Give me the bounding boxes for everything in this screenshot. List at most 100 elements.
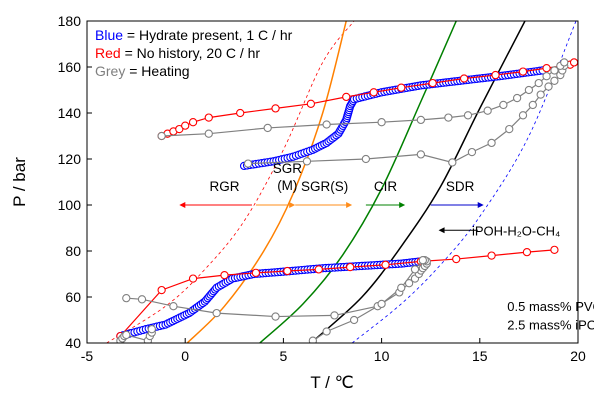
series-2-point	[444, 113, 453, 122]
series-1-point	[346, 262, 355, 272]
series-1-point	[459, 74, 469, 83]
series-1-point	[381, 260, 390, 269]
legend-key: Red	[95, 45, 121, 61]
y-tick-label: 40	[65, 335, 81, 351]
annotation-arrow-head	[438, 227, 445, 234]
series-2-point	[122, 293, 131, 303]
region-label: SDR	[446, 179, 475, 194]
series-2-point	[349, 315, 359, 325]
y-tick-label: 120	[58, 151, 82, 167]
series-2-point	[147, 325, 156, 334]
series-2-point	[467, 147, 477, 157]
series-2-point	[322, 327, 331, 336]
series-1-point	[542, 64, 551, 73]
boundary-black	[310, 21, 526, 343]
series-2-point	[122, 330, 131, 340]
series-1-point	[236, 108, 245, 118]
annotation-text: 2.5 mass% iPOH	[507, 318, 594, 333]
series-2-point	[416, 150, 426, 159]
series-2-point	[397, 283, 406, 292]
region-arrow-head	[399, 202, 406, 208]
series-2-point	[308, 336, 318, 343]
y-tick-label: 60	[65, 289, 81, 305]
series-2-point	[512, 93, 522, 103]
x-tick-label: 10	[374, 348, 390, 364]
y-tick-label: 180	[58, 13, 82, 29]
x-tick-label: 5	[280, 348, 288, 364]
series-2-point	[404, 279, 414, 288]
region-label: CIR	[374, 179, 398, 194]
region-arrow-head	[289, 202, 296, 208]
plot-frame	[86, 20, 579, 344]
series-2-point	[518, 111, 528, 120]
series-2-point	[542, 72, 551, 81]
series-2-point	[212, 308, 221, 318]
data-series	[116, 58, 578, 343]
y-tick-label: 100	[58, 197, 82, 213]
series-2-point	[330, 311, 339, 320]
boundary-red-dashed	[106, 21, 355, 343]
series-2-point	[550, 66, 559, 75]
series-2-point	[560, 58, 569, 67]
series-1-point	[157, 285, 166, 295]
series-2-point	[410, 265, 420, 274]
series-1-point	[251, 268, 261, 277]
annotation-text: 0.5 mass% PVCap	[507, 299, 594, 314]
x-axis-label: T / ℃	[310, 373, 353, 392]
series-2-point	[550, 76, 559, 85]
series-1-point	[428, 78, 437, 88]
series-1-point	[283, 266, 292, 276]
region-label: RGR	[209, 179, 239, 194]
series-1-point	[188, 274, 198, 283]
x-tick-label: -5	[81, 348, 94, 364]
region-label: SGR(S)	[301, 179, 348, 194]
series-1-point	[487, 251, 496, 260]
series-2-point	[448, 158, 457, 167]
series-2-point	[137, 295, 147, 304]
y-axis-label: P / bar	[10, 157, 29, 207]
series-1-point	[181, 121, 190, 130]
series-2-point	[302, 157, 312, 166]
region-label: (M)	[277, 178, 297, 193]
y-tick-label: 80	[65, 243, 81, 259]
series-2-point	[416, 115, 426, 125]
series-2-point	[157, 131, 166, 141]
series-2-point	[499, 100, 508, 110]
legend-text: = Hydrate present, 1 C / hr	[123, 27, 293, 43]
x-tick-label: 20	[570, 348, 586, 364]
series-2-point	[487, 138, 496, 148]
annotations: iPOH-H₂O-CH₄ 0.5 mass% PVCap 2.5 mass% iPO…	[438, 223, 594, 333]
series-1-point	[491, 70, 500, 80]
annotation-text: iPOH-H₂O-CH₄	[472, 223, 560, 238]
series-2-point	[524, 85, 534, 95]
legend-key: Blue	[95, 27, 123, 43]
series-2-point	[169, 302, 178, 311]
series-1-point	[518, 67, 528, 76]
series-1-point	[397, 83, 406, 92]
legend-entry: Blue = Hydrate present, 1 C / hr	[95, 27, 293, 43]
series-2-point	[271, 312, 280, 321]
series-2-point	[418, 256, 427, 265]
series-2-point	[204, 129, 213, 138]
series-2-point	[377, 118, 386, 127]
series-2-point	[536, 90, 545, 99]
y-tick-label: 140	[58, 105, 82, 121]
series-1-point	[342, 92, 351, 102]
series-2-point	[528, 100, 537, 110]
series-1-point	[452, 254, 461, 264]
region-arrow-head	[179, 202, 186, 208]
series-1-line-0	[119, 249, 555, 337]
x-tick-label: 0	[181, 348, 189, 364]
series-2-point	[361, 154, 371, 164]
region-arrow-head	[346, 202, 353, 208]
series-2-point	[263, 123, 272, 133]
legend-text: = No history, 20 C / hr	[121, 45, 261, 61]
axes: -5 0 5 10 15 20 40 60 80 100 120 140 160 180	[58, 13, 586, 364]
series-2-point	[544, 82, 553, 91]
series-1-point	[522, 247, 532, 257]
series-1-point	[314, 265, 323, 274]
series-2-point	[243, 159, 253, 168]
legend-entry: Red = No history, 20 C / hr	[95, 45, 260, 61]
series-1-point	[188, 118, 198, 127]
